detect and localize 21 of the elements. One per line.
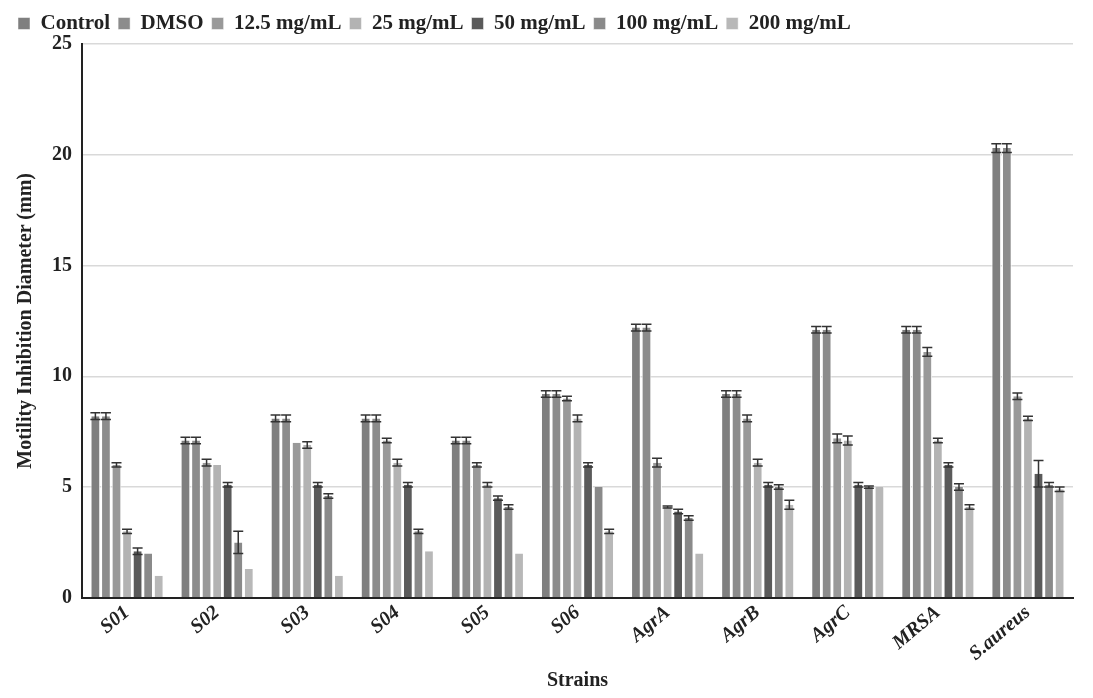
x-tick-label: S01: [94, 600, 133, 638]
legend-label: 12.5 mg/mL: [234, 9, 342, 34]
x-tick-label: S03: [275, 600, 314, 638]
legend-label: DMSO: [140, 9, 204, 34]
x-tick-label: S06: [545, 600, 584, 638]
x-axis-title: Strains: [546, 668, 609, 691]
y-tick-label: 15: [52, 252, 72, 275]
legend-label: 100 mg/mL: [616, 9, 719, 34]
legend-label: 200 mg/mL: [748, 9, 851, 34]
legend-label: 50 mg/mL: [494, 9, 586, 34]
y-tick-label: 5: [62, 474, 72, 497]
x-tick-label: S05: [455, 600, 494, 638]
y-tick-label: 10: [52, 363, 72, 386]
y-axis-title: Motility Inhibition Diameter (mm): [13, 173, 37, 469]
y-tick-label: 0: [62, 584, 72, 607]
y-tick-label: 25: [52, 31, 72, 54]
y-tick-label: 20: [52, 141, 72, 164]
x-tick-label: S04: [365, 600, 404, 638]
legend-label: Control: [40, 9, 111, 34]
legend-label: 25 mg/mL: [371, 9, 464, 34]
x-tick-label: S02: [185, 600, 224, 638]
